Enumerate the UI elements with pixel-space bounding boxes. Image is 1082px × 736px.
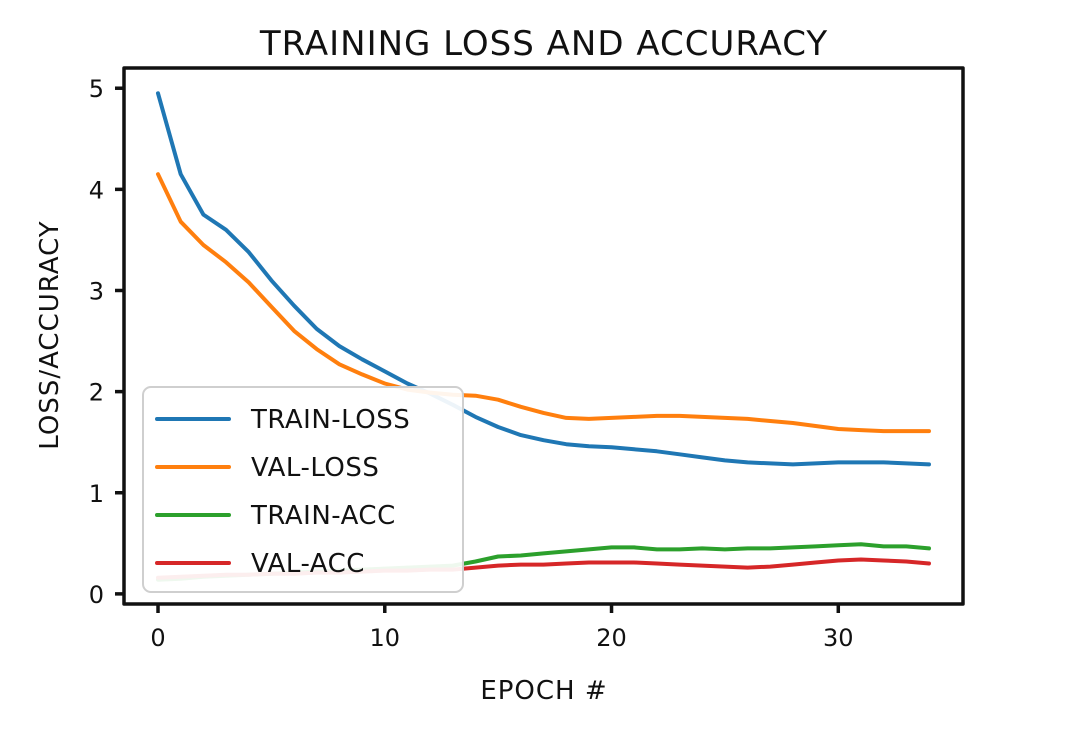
series-line-train-loss (156, 91, 931, 467)
legend-label-train-acc: TRAIN-ACC (250, 501, 396, 531)
legend-box (142, 386, 464, 593)
y-tick-label: 3 (89, 277, 104, 305)
legend-label-val-loss: VAL-LOSS (251, 453, 379, 483)
x-tick-label: 20 (596, 624, 627, 652)
y-tick-label: 1 (89, 480, 104, 508)
legend-label-train-loss: TRAIN-LOSS (250, 405, 410, 435)
x-tick-label: 30 (823, 624, 854, 652)
legend-label-val-acc: VAL-ACC (251, 549, 365, 579)
x-tick-label: 0 (150, 624, 165, 652)
y-tick-label: 2 (89, 379, 104, 407)
x-axis-label: EPOCH # (480, 676, 607, 706)
series-line-val-loss (156, 172, 931, 434)
y-tick-label: 5 (89, 75, 104, 103)
y-tick-label: 0 (89, 581, 104, 609)
chart-title: TRAINING LOSS AND ACCURACY (259, 24, 828, 64)
legend: TRAIN-LOSS VAL-LOSS TRAIN-ACC VAL-ACC (142, 386, 464, 593)
axis-layer: 0 10 20 30 0 1 2 3 4 5 (89, 75, 854, 652)
x-tick-label: 10 (369, 624, 400, 652)
y-axis-label: LOSS/ACCURACY (35, 220, 65, 449)
y-tick-label: 4 (89, 176, 104, 204)
